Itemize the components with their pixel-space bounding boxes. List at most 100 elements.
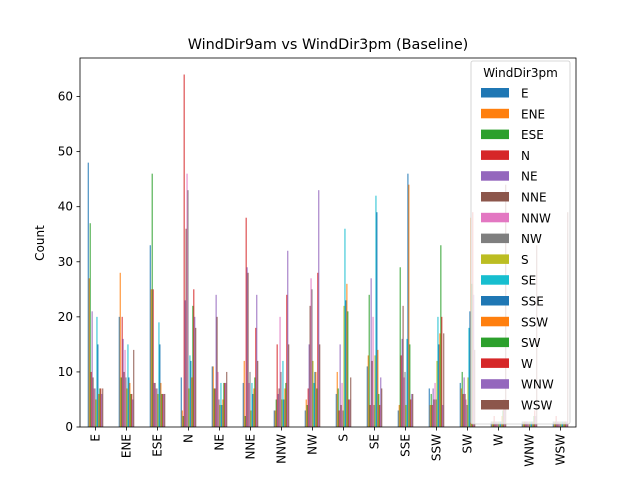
- bar: [164, 393, 166, 427]
- legend-entry: WNW: [521, 378, 554, 392]
- bar: [119, 272, 121, 427]
- bar: [155, 388, 157, 427]
- bar: [283, 399, 285, 427]
- bar: [247, 272, 249, 427]
- bar: [284, 388, 286, 427]
- bar: [122, 338, 124, 427]
- bar: [308, 344, 310, 427]
- legend-entry: NW: [521, 232, 542, 246]
- bar: [246, 267, 248, 427]
- bar: [467, 377, 469, 427]
- legend-entry: NNW: [521, 211, 551, 225]
- bar: [96, 316, 98, 427]
- bar: [190, 360, 192, 427]
- bar: [194, 316, 196, 427]
- legend-swatch: [481, 254, 509, 264]
- bar: [88, 278, 90, 427]
- bar: [402, 305, 404, 427]
- bar: [278, 388, 280, 427]
- bar: [310, 278, 312, 427]
- bar: [130, 393, 132, 427]
- bar: [469, 311, 471, 427]
- legend-entry: ESE: [521, 128, 544, 142]
- bar: [372, 316, 374, 427]
- bar: [344, 228, 346, 427]
- bar: [367, 355, 369, 427]
- bar: [337, 388, 339, 427]
- bar: [316, 388, 318, 427]
- bar: [274, 410, 276, 427]
- bar: [182, 415, 184, 427]
- bar: [439, 333, 441, 427]
- bar: [89, 223, 91, 427]
- bar: [350, 377, 352, 427]
- bar: [131, 393, 133, 427]
- bar: [377, 349, 379, 427]
- bar: [317, 272, 319, 427]
- y-tick-label: 40: [58, 200, 73, 214]
- bar: [431, 404, 433, 427]
- bar: [435, 399, 437, 427]
- bar: [253, 388, 255, 427]
- legend-entry: S: [521, 253, 529, 267]
- bar: [429, 404, 431, 427]
- bar: [436, 360, 438, 427]
- legend-swatch: [481, 275, 509, 285]
- bar: [307, 388, 309, 427]
- bar: [254, 377, 256, 427]
- x-tick-label: WSW: [554, 434, 568, 465]
- legend-entry: ENE: [521, 107, 545, 121]
- bar: [405, 404, 407, 427]
- bar: [461, 371, 463, 427]
- bar: [163, 393, 165, 427]
- bar: [126, 388, 128, 427]
- bar: [347, 311, 349, 427]
- bar: [217, 371, 219, 427]
- bar: [279, 316, 281, 427]
- bar: [463, 377, 465, 427]
- bar: [411, 393, 413, 427]
- bar: [244, 415, 246, 427]
- bar: [277, 393, 279, 427]
- bar: [464, 393, 466, 427]
- bar: [187, 190, 189, 427]
- bar: [319, 344, 321, 427]
- bar: [398, 404, 400, 427]
- bar: [285, 382, 287, 427]
- bar: [397, 410, 399, 427]
- legend-title: WindDir3pm: [483, 66, 558, 80]
- bar: [345, 300, 347, 427]
- legend-entry: SE: [521, 274, 536, 288]
- legend-entry: SW: [521, 336, 541, 350]
- legend-swatch: [481, 296, 509, 306]
- axes-layer: [79, 57, 577, 428]
- bar: [437, 316, 439, 427]
- bar: [410, 399, 412, 427]
- bar: [188, 388, 190, 427]
- bar: [251, 382, 253, 427]
- legend-swatch: [481, 88, 509, 98]
- bar: [313, 382, 315, 427]
- bar: [218, 399, 220, 427]
- bar: [248, 382, 250, 427]
- bar: [335, 393, 337, 427]
- bar: [90, 371, 92, 427]
- bar: [256, 294, 258, 427]
- bar: [102, 388, 104, 427]
- x-tick-label: W: [492, 434, 506, 446]
- bar: [128, 377, 130, 427]
- chart-title: WindDir9am vs WindDir3pm (Baseline): [188, 37, 469, 53]
- bar: [215, 294, 217, 427]
- bar: [191, 377, 193, 427]
- bar: [281, 399, 283, 427]
- bar: [118, 316, 120, 427]
- legend-swatch: [481, 212, 509, 223]
- x-tick-label: ENE: [120, 434, 134, 458]
- x-tick-label: WNW: [523, 434, 537, 467]
- bar: [129, 382, 131, 427]
- legend-swatch: [481, 233, 509, 244]
- bar: [214, 388, 216, 427]
- bar: [95, 399, 97, 427]
- bar: [314, 371, 316, 427]
- bar: [121, 316, 123, 427]
